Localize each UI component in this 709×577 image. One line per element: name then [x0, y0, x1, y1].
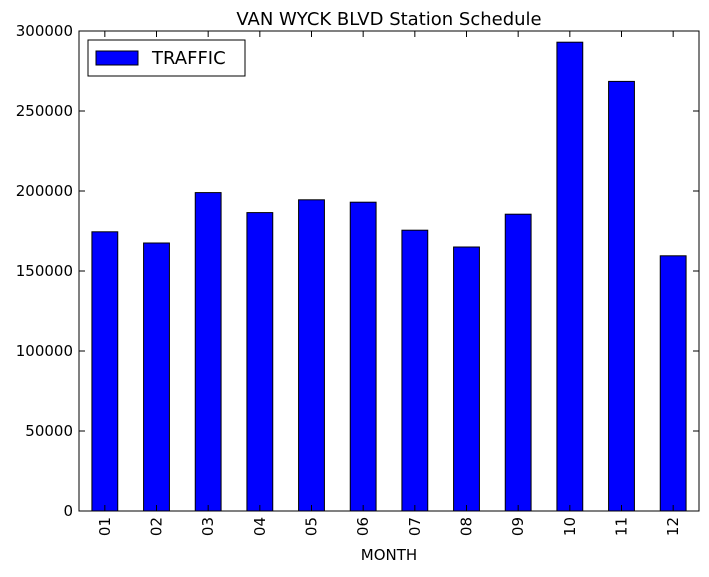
legend-swatch — [95, 50, 139, 66]
bar-11 — [608, 80, 635, 512]
x-tick-label-12: 12 — [664, 517, 682, 536]
x-tick-label-10: 10 — [561, 517, 579, 536]
x-tick-label-07: 07 — [406, 517, 424, 536]
y-tick-label-50000: 50000 — [25, 422, 73, 440]
x-tick-label-03: 03 — [199, 517, 217, 536]
bar-03 — [194, 192, 222, 512]
x-axis-label: MONTH — [361, 546, 417, 564]
x-tick-label-09: 09 — [509, 517, 527, 536]
x-tick-label-06: 06 — [354, 517, 372, 536]
x-tick-label-11: 11 — [613, 517, 631, 536]
x-tick-label-05: 05 — [303, 517, 321, 536]
bar-12 — [659, 255, 687, 512]
bar-09 — [504, 213, 532, 512]
x-tick-label-08: 08 — [458, 517, 476, 536]
y-tick-label-200000: 200000 — [16, 182, 73, 200]
bar-02 — [143, 242, 170, 512]
y-tick-label-300000: 300000 — [16, 22, 73, 40]
x-tick-label-02: 02 — [148, 517, 166, 536]
y-tick-label-100000: 100000 — [16, 342, 73, 360]
legend-label: TRAFFIC — [151, 48, 226, 69]
bar-04 — [246, 212, 274, 512]
bar-01 — [91, 231, 119, 512]
y-tick-label-0: 0 — [63, 502, 73, 520]
bar-05 — [298, 199, 325, 512]
bars-group — [91, 41, 687, 512]
y-tick-label-250000: 250000 — [16, 102, 73, 120]
plot-area — [78, 30, 700, 512]
bar-06 — [349, 201, 377, 512]
bar-08 — [453, 246, 480, 512]
x-tick-label-04: 04 — [251, 517, 269, 536]
legend: TRAFFIC — [87, 39, 246, 77]
bar-07 — [401, 229, 429, 512]
ticks-group: 0 50000 100000 150000 200000 250000 300000 01 02… — [16, 22, 699, 536]
bar-10 — [556, 41, 584, 512]
x-tick-label-01: 01 — [96, 517, 114, 536]
y-tick-label-150000: 150000 — [16, 262, 73, 280]
chart-title: VAN WYCK BLVD Station Schedule — [236, 9, 541, 30]
